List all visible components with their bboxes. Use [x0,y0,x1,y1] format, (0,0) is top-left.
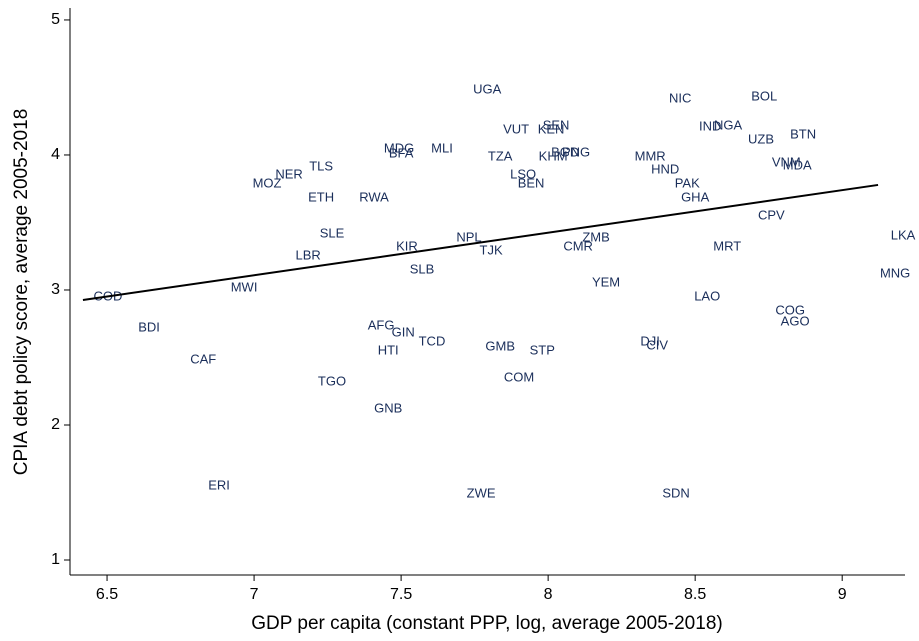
point-label: AFG [368,317,395,332]
point-label: CPV [758,207,785,222]
point-label: MOZ [253,175,282,190]
point-label: KIR [396,238,418,253]
point-label: YEM [592,274,620,289]
x-axis-label: GDP per capita (constant PPP, log, avera… [251,613,722,634]
x-tick-label: 9 [838,586,847,603]
point-label: SLE [320,225,345,240]
point-label: BTN [790,126,816,141]
point-label: PAK [675,175,700,190]
point-label: BEN [518,175,545,190]
point-label: HTI [378,342,399,357]
point-label: MRT [713,238,741,253]
point-label: MMR [635,148,666,163]
point-label: BFA [389,145,414,160]
point-label: BOL [751,88,777,103]
point-label: VUT [503,121,529,136]
point-label: NGA [714,117,743,132]
point-label: RWA [359,189,389,204]
point-label: MWI [231,279,258,294]
point-label: TJK [480,242,503,257]
point-label: UGA [473,82,502,97]
point-label: MDA [783,157,812,172]
point-label: TCD [419,333,446,348]
point-label: LBR [296,247,321,262]
fit-line [82,183,879,301]
point-label: LAO [694,288,720,303]
point-label: SLB [410,261,435,276]
point-label: NPL [456,229,481,244]
y-tick-label: 1 [51,551,60,568]
point-label: COM [504,369,534,384]
point-label: GMB [485,338,515,353]
point-label: SEN [543,117,570,132]
point-label: NER [275,166,302,181]
point-label: TZA [488,148,513,163]
point-label: ZMB [582,229,609,244]
y-axis-label: CPIA debt policy score, average 2005-201… [11,109,32,476]
point-label: PNG [562,144,590,159]
y-tick-label: 5 [51,11,60,28]
point-label: BGD [551,144,579,159]
point-label: TGO [318,373,346,388]
y-tick-label: 4 [51,146,60,163]
y-tick-label: 3 [51,281,60,298]
point-label: LSO [510,166,536,181]
point-label: DJI [640,333,660,348]
point-label: COG [775,302,805,317]
point-label: NIC [669,90,691,105]
point-label: GNB [374,400,402,415]
point-label: GIN [392,324,415,339]
point-label: STP [530,342,555,357]
point-label: IND [699,118,721,133]
point-label: MNG [880,265,910,280]
point-label: ZWE [467,485,496,500]
point-label: KEN [538,121,565,136]
point-label: MLI [431,140,453,155]
point-label: AGO [781,313,810,328]
point-label: VNM [772,154,801,169]
x-tick-label: 8 [544,586,553,603]
point-label: ERI [208,477,230,492]
point-label: HND [651,161,679,176]
point-label: SDN [662,485,689,500]
point-label: ETH [308,189,334,204]
point-label: GHA [681,189,710,204]
x-tick-label: 6.5 [96,586,118,603]
point-label: KHM [539,148,568,163]
x-tick-label: 8.5 [684,586,706,603]
point-label: TLS [309,158,333,173]
point-label: CIV [646,337,668,352]
x-tick-label: 7 [250,586,259,603]
point-label: CMR [563,238,593,253]
point-label: UZB [748,132,774,147]
y-tick-label: 2 [51,416,60,433]
x-tick-label: 7.5 [390,586,412,603]
point-label: LKA [891,227,916,242]
point-label: BDI [138,319,160,334]
point-label: CAF [190,351,216,366]
point-label: MDG [384,140,414,155]
